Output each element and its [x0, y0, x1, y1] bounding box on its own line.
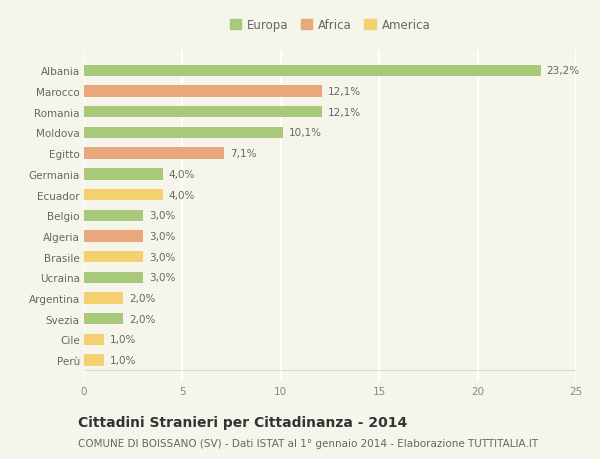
Bar: [84, 128, 283, 139]
Bar: [84, 313, 124, 325]
Bar: [84, 334, 104, 345]
Text: 2,0%: 2,0%: [129, 293, 155, 303]
Text: 3,0%: 3,0%: [149, 252, 175, 262]
Text: 1,0%: 1,0%: [110, 355, 136, 365]
Text: 12,1%: 12,1%: [328, 107, 361, 118]
Text: 4,0%: 4,0%: [169, 169, 195, 179]
Text: 10,1%: 10,1%: [289, 128, 322, 138]
Text: 2,0%: 2,0%: [129, 314, 155, 324]
Text: COMUNE DI BOISSANO (SV) - Dati ISTAT al 1° gennaio 2014 - Elaborazione TUTTITALI: COMUNE DI BOISSANO (SV) - Dati ISTAT al …: [78, 438, 538, 448]
Bar: [84, 355, 104, 366]
Bar: [84, 293, 124, 304]
Bar: [84, 66, 541, 77]
Legend: Europa, Africa, America: Europa, Africa, America: [227, 17, 433, 34]
Text: Cittadini Stranieri per Cittadinanza - 2014: Cittadini Stranieri per Cittadinanza - 2…: [78, 415, 407, 429]
Text: 3,0%: 3,0%: [149, 273, 175, 283]
Bar: [84, 272, 143, 283]
Bar: [84, 231, 143, 242]
Bar: [84, 252, 143, 263]
Text: 4,0%: 4,0%: [169, 190, 195, 200]
Bar: [84, 107, 322, 118]
Text: 3,0%: 3,0%: [149, 211, 175, 221]
Bar: [84, 148, 224, 159]
Text: 12,1%: 12,1%: [328, 87, 361, 97]
Bar: [84, 210, 143, 221]
Text: 1,0%: 1,0%: [110, 335, 136, 345]
Text: 23,2%: 23,2%: [547, 66, 580, 76]
Bar: [84, 86, 322, 97]
Bar: [84, 190, 163, 201]
Text: 7,1%: 7,1%: [230, 149, 256, 159]
Text: 3,0%: 3,0%: [149, 231, 175, 241]
Bar: [84, 169, 163, 180]
